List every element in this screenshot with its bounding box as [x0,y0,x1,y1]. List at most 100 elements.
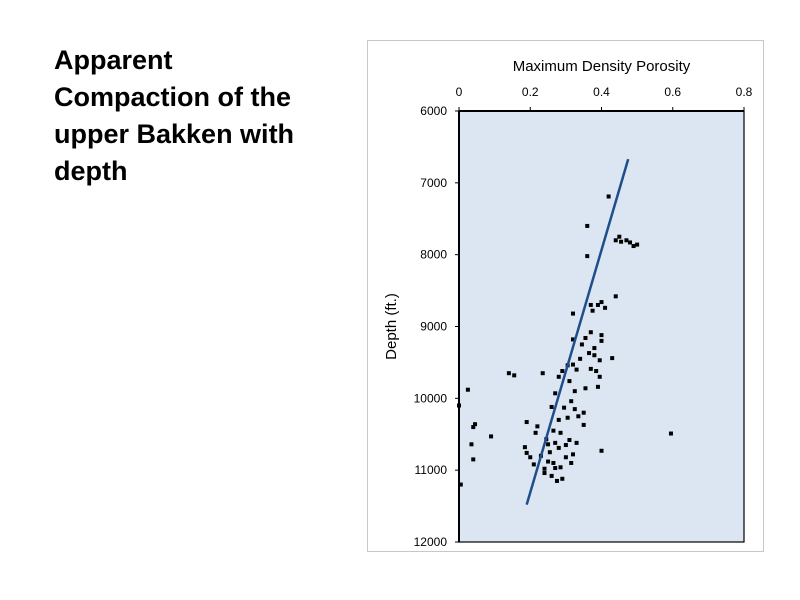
x-tick-label: 0.2 [522,85,539,99]
data-point [471,457,476,462]
data-point [613,238,618,243]
plot-area [458,110,745,543]
data-point [579,342,584,347]
data-point [617,234,622,239]
data-point [556,445,561,450]
data-point [551,460,556,465]
data-point [571,362,575,367]
data-point [471,425,476,430]
data-point [524,450,529,455]
data-point [571,337,575,342]
y-axis-ticks: 6000 7000 8000 9000 10000 11000 12000 [414,104,459,549]
data-point [610,356,615,361]
data-point [524,420,529,425]
y-tick-label: 8000 [420,248,447,262]
data-point [533,430,538,435]
data-point [567,437,572,442]
data-point [560,476,565,481]
x-tick-label: 0.4 [593,85,610,99]
data-point [569,399,574,404]
data-point [599,338,604,343]
data-point [560,369,565,374]
data-point [574,367,579,372]
y-tick-label: 6000 [420,104,447,118]
x-tick-label: 0.6 [664,85,681,99]
data-point [556,374,561,379]
data-point [563,455,568,460]
y-tick-label: 11000 [415,463,448,477]
data-point [551,428,556,433]
data-point [583,335,588,340]
data-point [569,460,574,465]
data-point [512,373,517,378]
data-point [587,351,592,356]
data-point [571,311,575,316]
data-point [613,294,618,299]
data-point [581,410,586,415]
data-point [549,473,554,478]
data-point [574,440,579,445]
data-point [547,450,552,455]
slide-title: Apparent Compaction of the upper Bakken … [54,45,295,186]
data-point [603,305,608,310]
y-tick-label: 7000 [420,176,447,190]
data-point [553,466,558,471]
data-point [553,440,558,445]
data-point [571,452,575,457]
data-point [624,238,629,243]
data-point [668,431,673,436]
data-point [558,465,563,470]
trend-line-layer [525,158,630,505]
data-point [528,455,533,460]
scatter-chart: Maximum Density Porosity Depth (ft.) 0 0.… [383,58,753,549]
data-point [588,330,593,335]
data-point [546,442,551,447]
data-point [489,434,494,439]
data-point [546,459,551,464]
data-point [599,333,604,338]
data-point [619,239,624,244]
y-tick-label: 9000 [420,320,447,334]
data-point [583,386,588,391]
data-point [588,366,593,371]
data-point [578,356,583,361]
data-point [506,371,511,376]
y-axis-title: Depth (ft.) [383,293,400,360]
data-point [542,466,547,471]
x-axis-title: Maximum Density Porosity [513,58,691,75]
data-point [588,302,593,307]
data-point [585,223,590,228]
data-point [631,244,636,249]
data-point [473,422,478,427]
data-point [599,448,604,453]
x-tick-label: 0.8 [736,85,753,99]
data-point [540,371,545,376]
data-point [606,194,611,199]
data-point [590,308,595,313]
data-point [585,254,590,259]
y-tick-label: 10000 [414,391,448,405]
data-point [572,407,577,412]
x-axis-ticks: 0 0.2 0.4 0.6 0.8 [456,85,753,111]
data-point [599,300,604,305]
data-point [522,445,527,450]
data-point [565,415,570,420]
data-point [576,414,581,419]
data-point [597,358,602,363]
data-point [553,391,558,396]
data-point [594,369,599,374]
trend-line [525,158,630,505]
data-point [595,384,600,389]
data-point [567,379,572,384]
data-point [554,478,559,483]
data-point [542,471,547,476]
data-point [556,417,561,422]
data-point [563,443,568,448]
data-point [562,405,567,410]
data-point [465,387,470,392]
data-point [558,430,563,435]
data-point [581,422,586,427]
data-point [592,353,597,358]
data-point [469,442,474,447]
data-point [535,424,540,429]
